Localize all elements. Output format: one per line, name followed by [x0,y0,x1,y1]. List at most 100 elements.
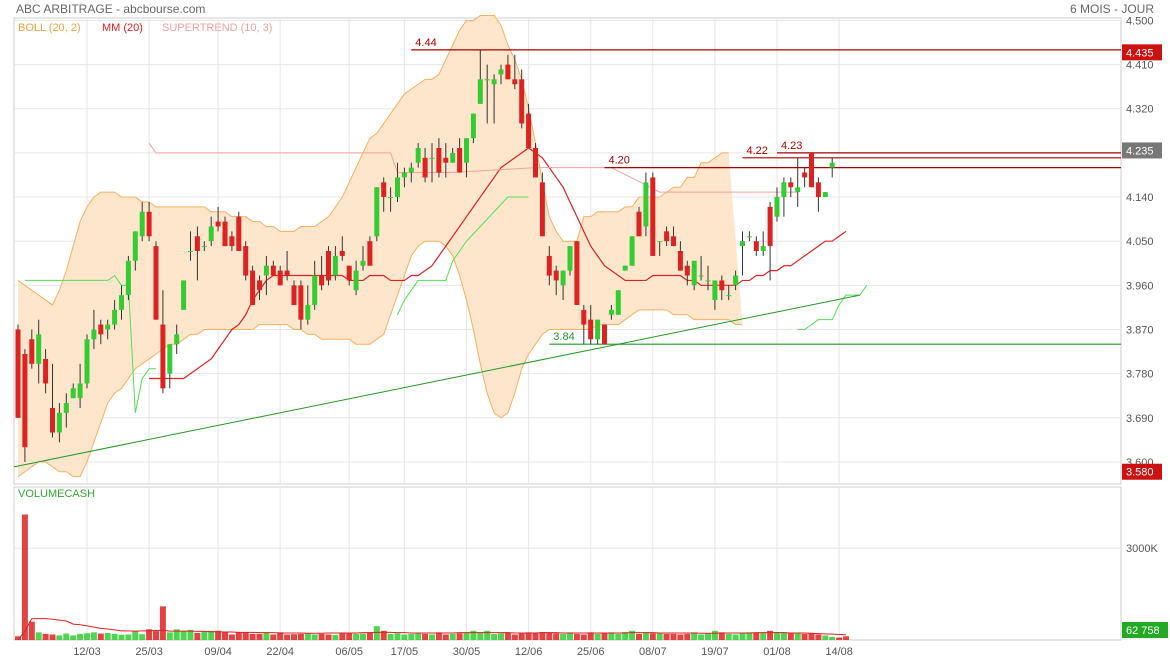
candle-body [719,280,725,291]
volume-bar [222,632,228,640]
bollinger-band [17,15,743,478]
candle-body [56,412,62,433]
price-tag-box [1122,463,1162,480]
candle-body [98,324,104,335]
volume-bar [339,632,346,640]
volume-bar [166,632,173,640]
volume-bar [629,630,636,640]
moving-average-line [149,147,847,380]
candle-body [815,182,821,198]
x-tick-label: 12/03 [73,646,101,658]
candle-body [698,275,704,277]
volume-average-line [17,618,847,641]
x-tick-label: 08/07 [639,646,667,658]
candle-body [339,251,345,256]
x-tick-label: 06/05 [335,646,363,658]
volume-bar [705,633,711,640]
volume-bar [201,631,208,640]
y-tick-label: 3.960 [1126,280,1154,292]
candle-body [298,285,304,320]
candle-body [512,79,518,85]
volume-bar [325,634,332,640]
volume-bar [491,633,498,640]
candle-body [443,157,449,163]
candle-body [588,319,594,340]
candle-body [70,388,76,399]
candle-body [809,152,814,188]
candle-body [788,182,794,188]
candle-body [250,270,256,305]
volume-bar [504,632,511,640]
candle-body [305,304,311,320]
x-tick-label: 17/05 [391,646,419,658]
candle-body [533,147,538,178]
volume-bar [49,634,56,640]
volume-bar [594,633,601,640]
volume-bar [774,632,780,640]
candle-body [546,255,552,276]
candle-body [222,221,228,247]
volume-bar [649,633,656,640]
volume-bar [691,632,698,640]
volume-bar [511,634,518,640]
volume-bar [15,636,21,640]
candle-body [822,192,828,198]
candle-body [726,295,732,297]
volume-bar [304,633,311,640]
volume-bar [318,633,325,640]
candle-body [450,152,456,163]
bollinger-fill [18,15,743,477]
volume-bar [125,634,132,640]
volume-bar [456,633,463,640]
volume-bar [656,632,663,640]
candle-body [429,157,435,159]
candle-body [243,246,249,276]
candle-body [560,270,566,286]
volume-bar [256,633,263,640]
volume-bar [829,636,836,640]
volume-bar [546,632,553,640]
candle-body [829,162,835,168]
volume-bar [263,632,270,640]
candle-body [194,236,200,251]
candle-body [781,182,787,198]
candle-body [125,260,131,296]
volume-bar [698,634,705,640]
candle-body [105,324,111,330]
supertrend-up-segment [797,285,868,330]
price-panel-frame [13,17,1122,485]
y-tick-label: 3.780 [1126,369,1154,381]
volume-tag-box [1122,622,1168,638]
price-tag-label: 4.435 [1126,47,1154,59]
y-tick-label: 3.870 [1126,324,1154,336]
volume-bar [608,632,615,640]
x-tick-label: 30/05 [453,646,481,658]
bollinger-lower-line [17,240,743,478]
volume-bar [532,632,539,640]
volume-bar [435,632,442,640]
candle-body [774,197,780,217]
volume-bar [822,635,829,640]
candle-body [291,285,297,305]
volume-bar [573,633,580,640]
volume-bar [815,634,822,640]
volume-bar [684,633,691,640]
candle-body [636,211,642,237]
candle-body [401,172,407,178]
candle-body [284,270,290,276]
level-label: 4.20 [609,155,630,167]
candle-body [353,270,359,291]
candle-body [50,407,55,433]
x-tick-label: 14/08 [825,646,853,658]
candle-body [270,265,276,276]
candle-body [388,197,394,199]
candle-body [733,275,739,286]
volume-bar [767,630,774,640]
volume-bar [77,633,84,640]
volume-bar [429,634,435,640]
x-tick-label: 22/04 [266,646,294,658]
candle-body [153,246,159,320]
volume-bar [753,632,760,640]
trendline-layer [13,294,860,468]
